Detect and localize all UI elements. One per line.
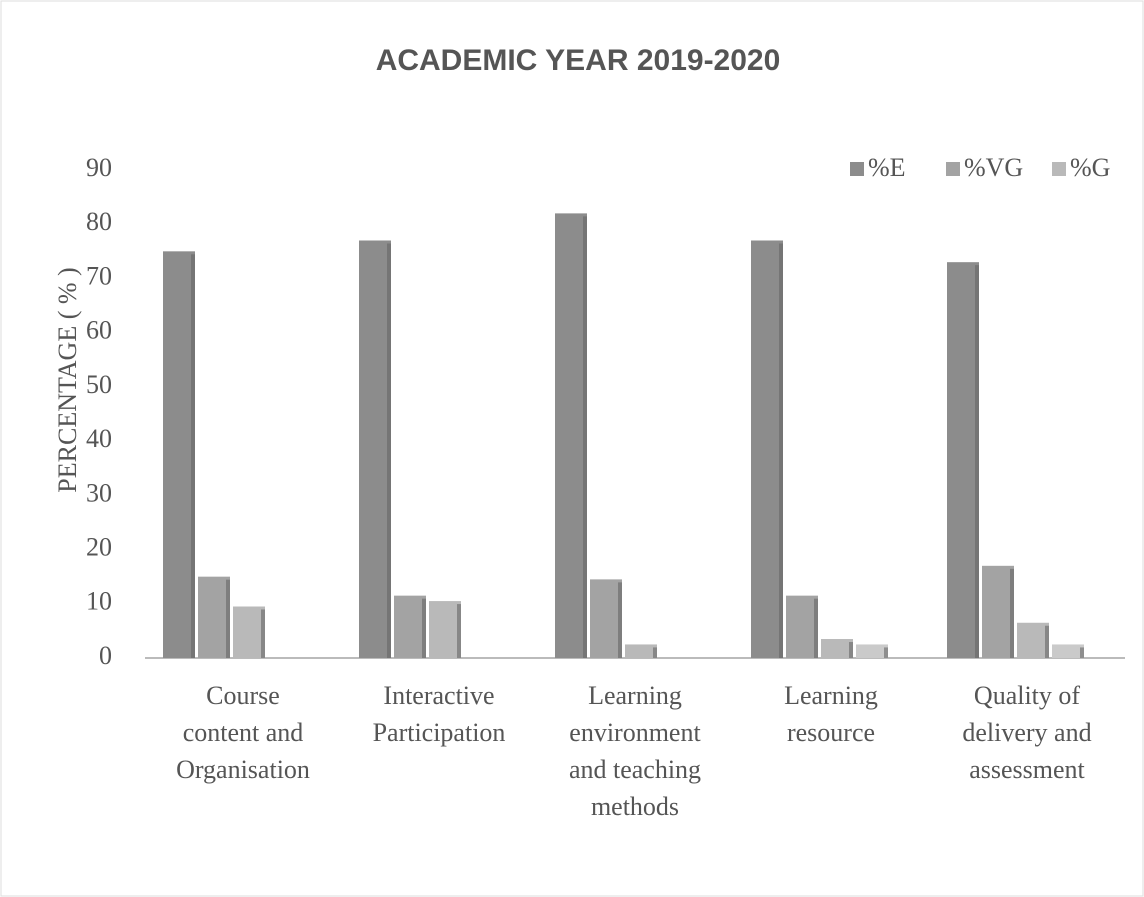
y-tick-label: 20 <box>86 533 112 562</box>
x-tick-label: Course content and Organisation <box>176 681 310 784</box>
bar <box>590 579 622 658</box>
legend-swatch <box>850 162 864 176</box>
bar <box>947 262 979 658</box>
legend-label: %VG <box>964 153 1023 182</box>
bar-shade <box>422 598 426 658</box>
bar <box>786 595 818 658</box>
y-tick-label: 80 <box>86 207 112 236</box>
y-axis-label: PERCENTAGE ( % ) <box>53 267 82 492</box>
bar <box>982 565 1014 658</box>
bar-shade <box>1080 647 1084 658</box>
x-tick-label: Learning resource <box>784 681 878 747</box>
bar <box>429 601 461 658</box>
bar-shade <box>387 243 391 658</box>
bar <box>394 595 426 658</box>
y-tick-label: 40 <box>86 424 112 453</box>
bar <box>625 644 657 658</box>
bar-shade <box>1045 625 1049 658</box>
x-tick-label: Quality of delivery and assessment <box>962 681 1092 784</box>
bar-shade <box>226 579 230 658</box>
bar-shade <box>884 647 888 658</box>
chart-title: ACADEMIC YEAR 2019-2020 <box>376 44 781 77</box>
bar-shade <box>779 243 783 658</box>
bar <box>359 240 391 658</box>
bar-shade <box>583 216 587 658</box>
y-tick-label: 70 <box>86 261 112 290</box>
y-tick-label: 50 <box>86 370 112 399</box>
bar <box>856 644 888 658</box>
bar <box>1017 622 1049 658</box>
bar <box>198 576 230 658</box>
bar <box>751 240 783 658</box>
y-tick-label: 30 <box>86 478 112 507</box>
x-tick-label: Interactive Participation <box>372 681 506 747</box>
legend-label: %E <box>868 153 906 182</box>
bar <box>233 606 265 658</box>
bar <box>555 213 587 658</box>
bar-shade <box>1010 568 1014 658</box>
legend-swatch <box>1052 162 1066 176</box>
bar <box>1052 644 1084 658</box>
bar-shade <box>849 642 853 658</box>
x-tick-label: Learning environment and teaching method… <box>568 681 702 821</box>
y-tick-label: 10 <box>86 587 112 616</box>
y-tick-label: 60 <box>86 316 112 345</box>
bar-shade <box>191 254 195 659</box>
bar-shade <box>653 647 657 658</box>
bar <box>821 639 853 658</box>
bar-shade <box>261 609 265 658</box>
bar <box>163 251 195 659</box>
bar-shade <box>814 598 818 658</box>
y-tick-label: 90 <box>86 153 112 182</box>
y-tick-label: 0 <box>99 641 112 670</box>
bar-shade <box>975 265 979 658</box>
bar-shade <box>457 604 461 658</box>
legend-swatch <box>946 162 960 176</box>
bar-shade <box>618 582 622 658</box>
legend-label: %G <box>1070 153 1110 182</box>
